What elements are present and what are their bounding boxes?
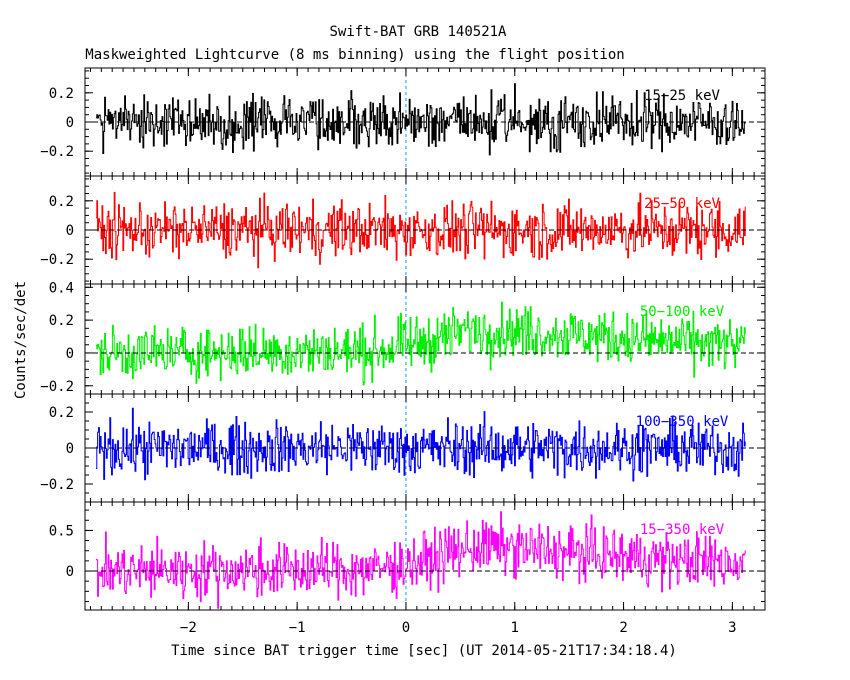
series-line-4 bbox=[95, 511, 746, 609]
y-tick-label: −0.2 bbox=[40, 252, 74, 268]
x-tick-label: −1 bbox=[289, 620, 306, 636]
y-tick-label: 0.2 bbox=[49, 313, 74, 329]
y-tick-label: −0.2 bbox=[40, 144, 74, 160]
series-line-0 bbox=[95, 83, 746, 156]
y-tick-label: 0.2 bbox=[49, 405, 74, 421]
energy-band-label: 100−350 keV bbox=[636, 414, 729, 430]
energy-band-label: 15−25 keV bbox=[644, 88, 720, 104]
y-tick-label: 0 bbox=[66, 346, 74, 362]
x-tick-label: 0 bbox=[402, 620, 410, 636]
panel-frame bbox=[84, 501, 766, 611]
series-line-3 bbox=[95, 407, 746, 482]
energy-band-label: 25−50 keV bbox=[644, 196, 720, 212]
x-tick-label: −2 bbox=[180, 620, 197, 636]
y-tick-label: 0.4 bbox=[49, 280, 74, 296]
y-tick-label: −0.2 bbox=[40, 379, 74, 395]
x-tick-label: 3 bbox=[728, 620, 736, 636]
x-tick-label: 2 bbox=[619, 620, 627, 636]
y-tick-label: 0.5 bbox=[49, 523, 74, 539]
panels-group: −0.200.2 15−25 keV−0.200.2 25−50 keV−0.200… bbox=[40, 67, 766, 636]
x-axis-label: Time since BAT trigger time [sec] (UT 20… bbox=[171, 643, 677, 659]
y-axis-label: Counts/sec/det bbox=[13, 281, 29, 399]
energy-band-label: 50−100 keV bbox=[640, 304, 725, 320]
panel-15-350-kev: 0 0.5 15−350 keV bbox=[49, 501, 766, 611]
y-tick-label: 0 bbox=[66, 223, 74, 239]
y-tick-label: 0 bbox=[66, 441, 74, 457]
y-tick-label: −0.2 bbox=[40, 477, 74, 493]
chart-title: Swift-BAT GRB 140521A bbox=[329, 24, 507, 40]
chart-subtitle: Maskweighted Lightcurve (8 ms binning) u… bbox=[85, 47, 624, 63]
x-tick-label: 1 bbox=[511, 620, 519, 636]
energy-band-label: 15−350 keV bbox=[640, 522, 725, 538]
y-tick-label: 0 bbox=[66, 564, 74, 580]
y-tick-label: 0.2 bbox=[49, 194, 74, 210]
panel-50-100-kev: −0.2 0 0.2 0.4 50−100 keV bbox=[40, 280, 766, 395]
y-tick-label: 0 bbox=[66, 115, 74, 131]
panel-25-50-kev: −0.2 0 0.2 25−50 keV bbox=[40, 175, 766, 285]
panel-15-25-kev: −0.2 0 0.2 15−25 keV bbox=[40, 67, 766, 177]
y-tick-label: 0.2 bbox=[49, 86, 74, 102]
series-line-1 bbox=[95, 191, 746, 269]
series-line-2 bbox=[95, 301, 746, 386]
panel-100-350-kev: −0.2 0 0.2 100−350 keV bbox=[40, 393, 766, 503]
